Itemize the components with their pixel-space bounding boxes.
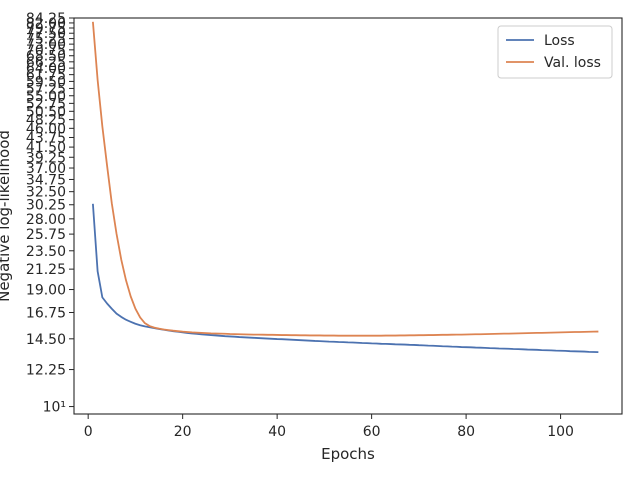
y-tick-label: 66.25 bbox=[26, 55, 66, 71]
x-tick-label: 40 bbox=[268, 424, 286, 440]
y-tick-label: 50.50 bbox=[26, 104, 66, 120]
x-tick-label: 0 bbox=[84, 424, 93, 440]
x-axis-label: Epochs bbox=[321, 445, 375, 463]
series-layer bbox=[92, 21, 599, 354]
x-tick-label: 60 bbox=[363, 424, 381, 440]
y-tick-label: 12.25 bbox=[26, 363, 66, 379]
y-tick-label: 32.50 bbox=[26, 185, 66, 201]
y-tick-label: 68.50 bbox=[26, 49, 66, 65]
y-tick-label: 37.00 bbox=[26, 161, 66, 177]
y-tick-label: 23.50 bbox=[26, 244, 66, 260]
y-tick-label: 59.50 bbox=[26, 74, 66, 90]
y-tick-label: 82.00 bbox=[26, 16, 66, 32]
y-tick-label: 28.00 bbox=[26, 212, 66, 228]
x-tick-label: 20 bbox=[174, 424, 192, 440]
y-tick-label: 61.75 bbox=[26, 68, 66, 84]
y-tick-label: 48.25 bbox=[26, 113, 66, 129]
y-axis-ticks: 10¹ 12.25 14.50 16.75 19.00 21.25 23.5025.7528… bbox=[26, 11, 74, 416]
y-tick-label: 57.25 bbox=[26, 81, 66, 97]
y-tick-label: 77.50 bbox=[26, 26, 66, 42]
y-tick-label: 39.25 bbox=[26, 150, 66, 166]
plot-frame bbox=[73, 17, 623, 415]
y-tick-label: 16.75 bbox=[26, 306, 66, 322]
y-tick-label: 34.75 bbox=[26, 172, 66, 188]
y-tick-label: 52.75 bbox=[26, 96, 66, 112]
y-tick-label: 25.75 bbox=[26, 227, 66, 243]
y-tick-label: 55.00 bbox=[26, 89, 66, 105]
series-line-val-loss bbox=[92, 21, 599, 337]
x-axis-ticks: 0 20 40 60 80 100 bbox=[84, 414, 574, 440]
y-tick-label: 84.25 bbox=[26, 11, 66, 27]
y-tick-label: 79.75 bbox=[26, 21, 66, 37]
y-tick-label: 73.00 bbox=[26, 37, 66, 53]
x-tick-label: 100 bbox=[547, 424, 574, 440]
y-tick-label: 14.50 bbox=[26, 332, 66, 348]
legend-box bbox=[497, 25, 613, 79]
legend: Loss Val. loss bbox=[497, 25, 613, 79]
legend-label: Val. loss bbox=[544, 55, 601, 71]
x-tick-label: 80 bbox=[457, 424, 475, 440]
y-tick-label: 46.00 bbox=[26, 121, 66, 137]
y-tick-label: 75.25 bbox=[26, 32, 66, 48]
legend-label: Loss bbox=[544, 33, 575, 49]
y-tick-label: 43.75 bbox=[26, 130, 66, 146]
y-tick-label: 10¹ bbox=[43, 400, 66, 416]
y-tick-label: 21.25 bbox=[26, 262, 66, 278]
plot-background bbox=[74, 18, 622, 414]
y-tick-label: 41.50 bbox=[26, 140, 66, 156]
y-tick-label: 70.75 bbox=[26, 43, 66, 59]
y-tick-label: 64.00 bbox=[26, 61, 66, 77]
y-tick-label: 30.25 bbox=[26, 198, 66, 214]
y-axis-label: Negative log-likelihood bbox=[0, 130, 13, 302]
y-tick-label: 19.00 bbox=[26, 283, 66, 299]
